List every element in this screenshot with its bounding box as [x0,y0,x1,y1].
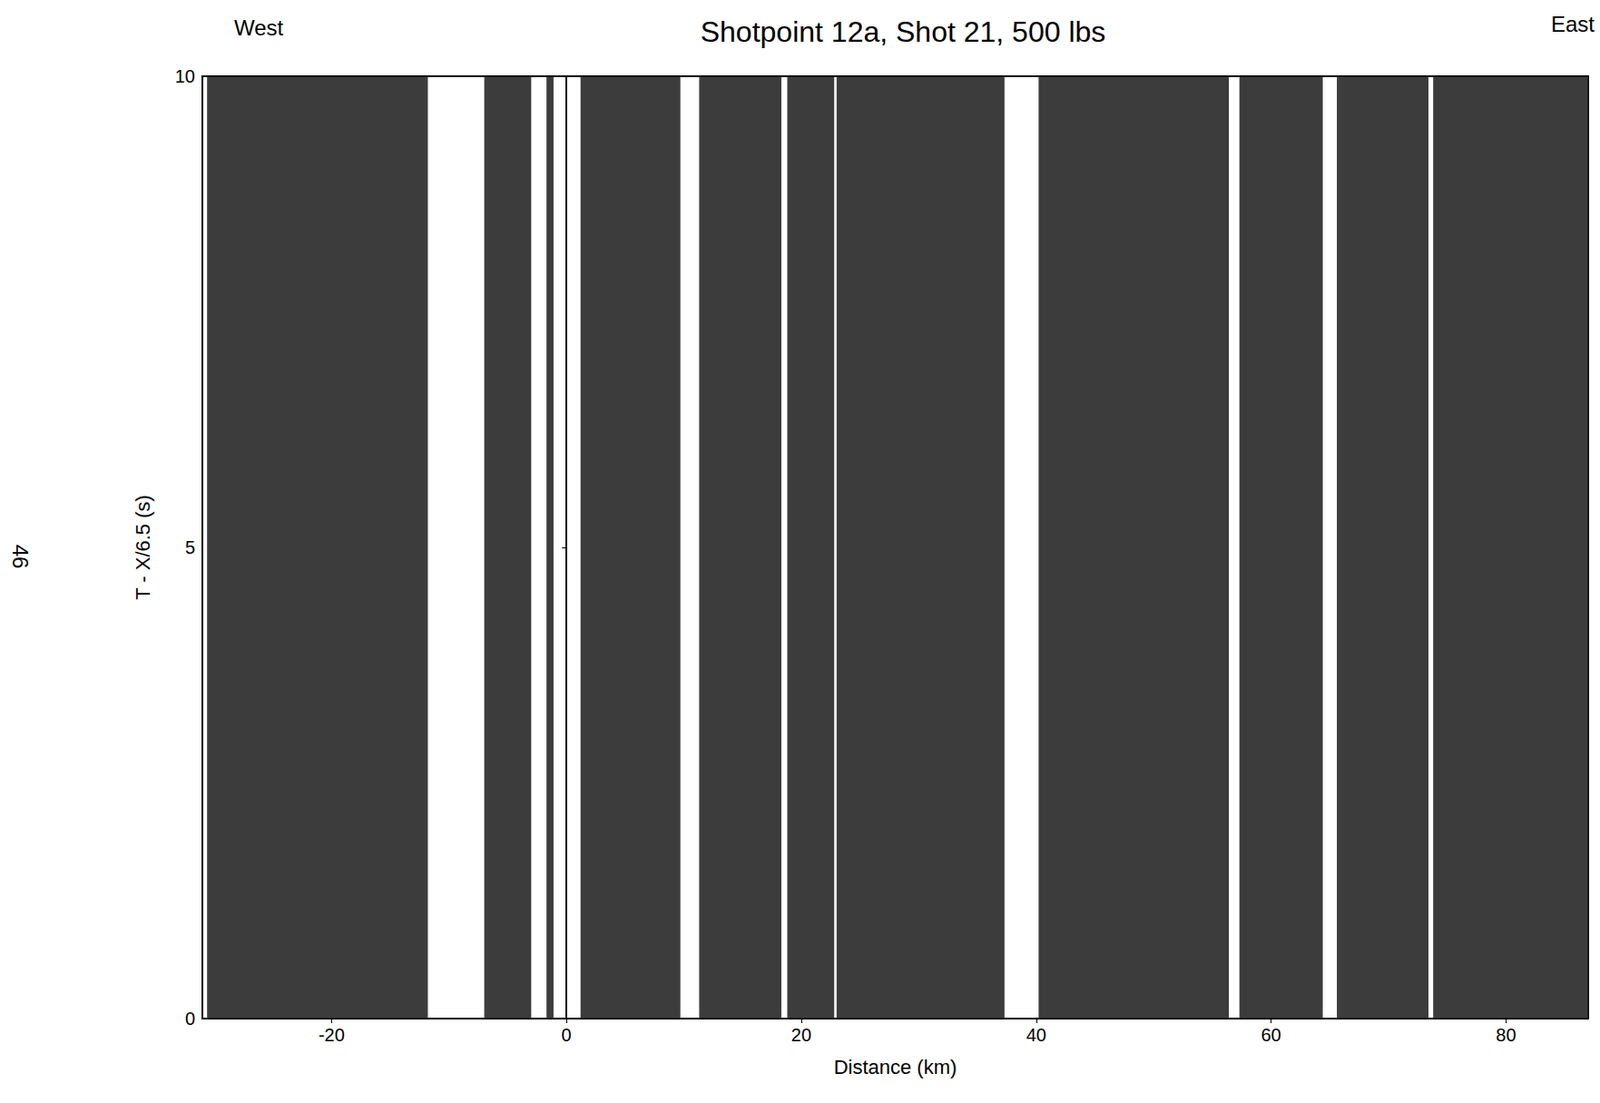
svg-text:Shotpoint 12a, Shot 21, 500 lb: Shotpoint 12a, Shot 21, 500 lbs [700,15,1107,49]
svg-text:T - X/6.5 (s): T - X/6.5 (s) [131,494,155,600]
svg-text:0: 0 [561,1024,572,1045]
svg-text:20: 20 [791,1024,812,1045]
svg-text:80: 80 [1495,1024,1516,1045]
svg-text:10: 10 [175,66,196,87]
svg-text:West: West [234,15,285,40]
svg-text:Distance (km): Distance (km) [834,1055,958,1079]
svg-text:0: 0 [185,1008,196,1029]
svg-text:60: 60 [1260,1024,1281,1045]
svg-text:5: 5 [185,537,196,558]
svg-text:East: East [1550,11,1595,37]
svg-text:-20: -20 [318,1024,345,1045]
svg-text:46: 46 [8,544,33,570]
svg-text:40: 40 [1026,1024,1047,1045]
